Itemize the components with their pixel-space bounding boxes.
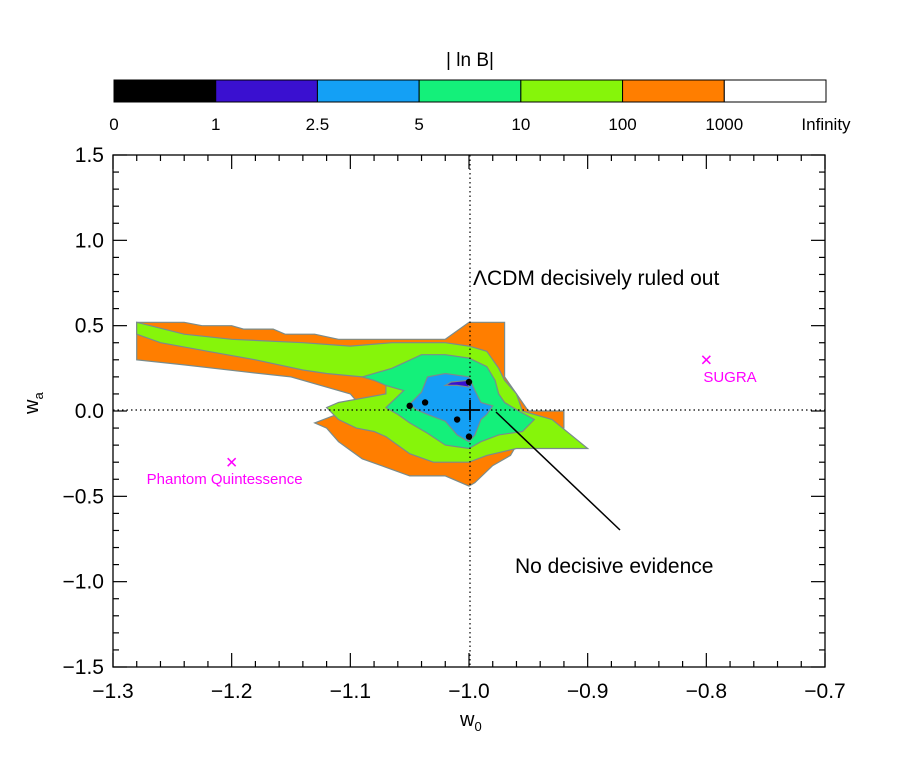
colorbar-cell <box>418 79 522 103</box>
colorbar-label: 0 <box>109 115 118 134</box>
contour-region <box>443 379 470 388</box>
x-tick-label: −0.7 <box>804 680 845 703</box>
x-tick-label: −0.9 <box>567 680 608 703</box>
colorbar-label: 1 <box>211 115 220 134</box>
colorbar-label: 5 <box>414 115 423 134</box>
marker-sugra: SUGRA <box>701 355 757 386</box>
y-tick-label: 1.0 <box>75 229 104 252</box>
colorbar-label: 100 <box>608 115 636 134</box>
y-tick-label: −1.0 <box>63 571 104 594</box>
contour-regions <box>136 321 590 487</box>
x-tick-label: −1.2 <box>211 680 252 703</box>
colorbar-cell <box>215 79 318 103</box>
colorbar-cell <box>723 79 827 103</box>
colorbar-label: 10 <box>511 115 530 134</box>
colorbar <box>113 79 827 103</box>
colorbar-cell <box>113 79 217 103</box>
colorbar-cell <box>520 79 624 103</box>
y-tick-label: 1.5 <box>75 144 104 167</box>
x-tick-labels: −1.3 −1.2 −1.1 −1.0 −0.9 −0.8 −0.7 <box>92 680 845 703</box>
svg-text:wa: wa <box>21 392 46 415</box>
colorbar-labels: 0 1 2.5 5 10 100 1000 Infinity <box>109 115 851 134</box>
annotation-lcdm: ΛCDM decisively ruled out <box>473 267 719 290</box>
contour-region <box>408 372 494 443</box>
y-axis-label: wa <box>21 392 46 415</box>
x-tick-label: −1.1 <box>330 680 371 703</box>
colorbar-label: 1000 <box>705 115 743 134</box>
y-tick-label: 0.5 <box>75 315 104 338</box>
marker-phantom-quintessence: Phantom Quintessence <box>147 457 303 488</box>
model-markers: SUGRA Phantom Quintessence <box>147 355 757 488</box>
svg-text:w0: w0 <box>459 709 482 734</box>
x-axis-label: w0 <box>459 709 482 734</box>
sample-point <box>465 433 473 440</box>
marker-label: Phantom Quintessence <box>147 471 303 488</box>
y-tick-labels: −1.5 −1.0 −0.5 0.0 0.5 1.0 1.5 <box>63 144 104 679</box>
colorbar-title: | ln B| <box>446 50 494 71</box>
y-tick-label: −0.5 <box>63 485 104 508</box>
colorbar-label: 2.5 <box>306 115 330 134</box>
marker-label: SUGRA <box>703 369 756 386</box>
sample-point <box>421 399 429 406</box>
sample-points <box>406 378 473 440</box>
x-tick-label: −1.0 <box>448 680 489 703</box>
annotation-no-evidence: No decisive evidence <box>515 555 713 578</box>
x-tick-label: −1.3 <box>92 680 133 703</box>
annotation-arrow <box>495 411 621 531</box>
sample-point <box>465 378 473 386</box>
colorbar-label: Infinity <box>801 115 851 134</box>
y-tick-label: 0.0 <box>75 400 104 423</box>
colorbar-cell <box>622 79 725 103</box>
lcdm-cross <box>460 400 480 420</box>
y-tick-label: −1.5 <box>63 656 104 679</box>
x-tick-label: −0.8 <box>686 680 727 703</box>
colorbar-cell <box>316 79 420 103</box>
sample-point <box>406 402 413 410</box>
sample-point <box>453 416 461 423</box>
axis-ticks <box>112 154 826 668</box>
